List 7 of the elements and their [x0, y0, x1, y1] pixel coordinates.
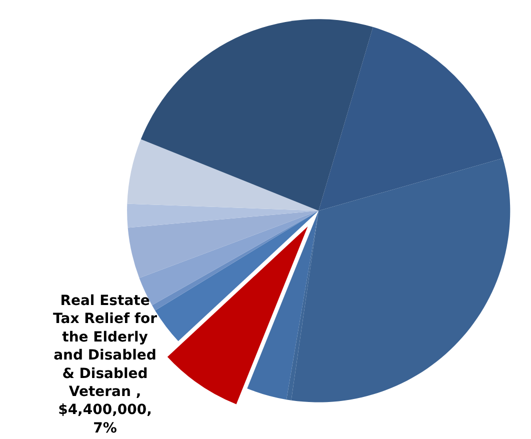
pie-slice [247, 210, 319, 400]
pie-slice [140, 19, 374, 211]
pie-slice [128, 210, 319, 278]
pie-slice [155, 210, 319, 342]
pie-slice [127, 204, 319, 228]
slice-label: Real Estate Tax Relief for the Elderly and Disabled & Disabled Veteran , $4,400,000, 7% [53, 293, 158, 436]
pie-slice [127, 139, 319, 211]
